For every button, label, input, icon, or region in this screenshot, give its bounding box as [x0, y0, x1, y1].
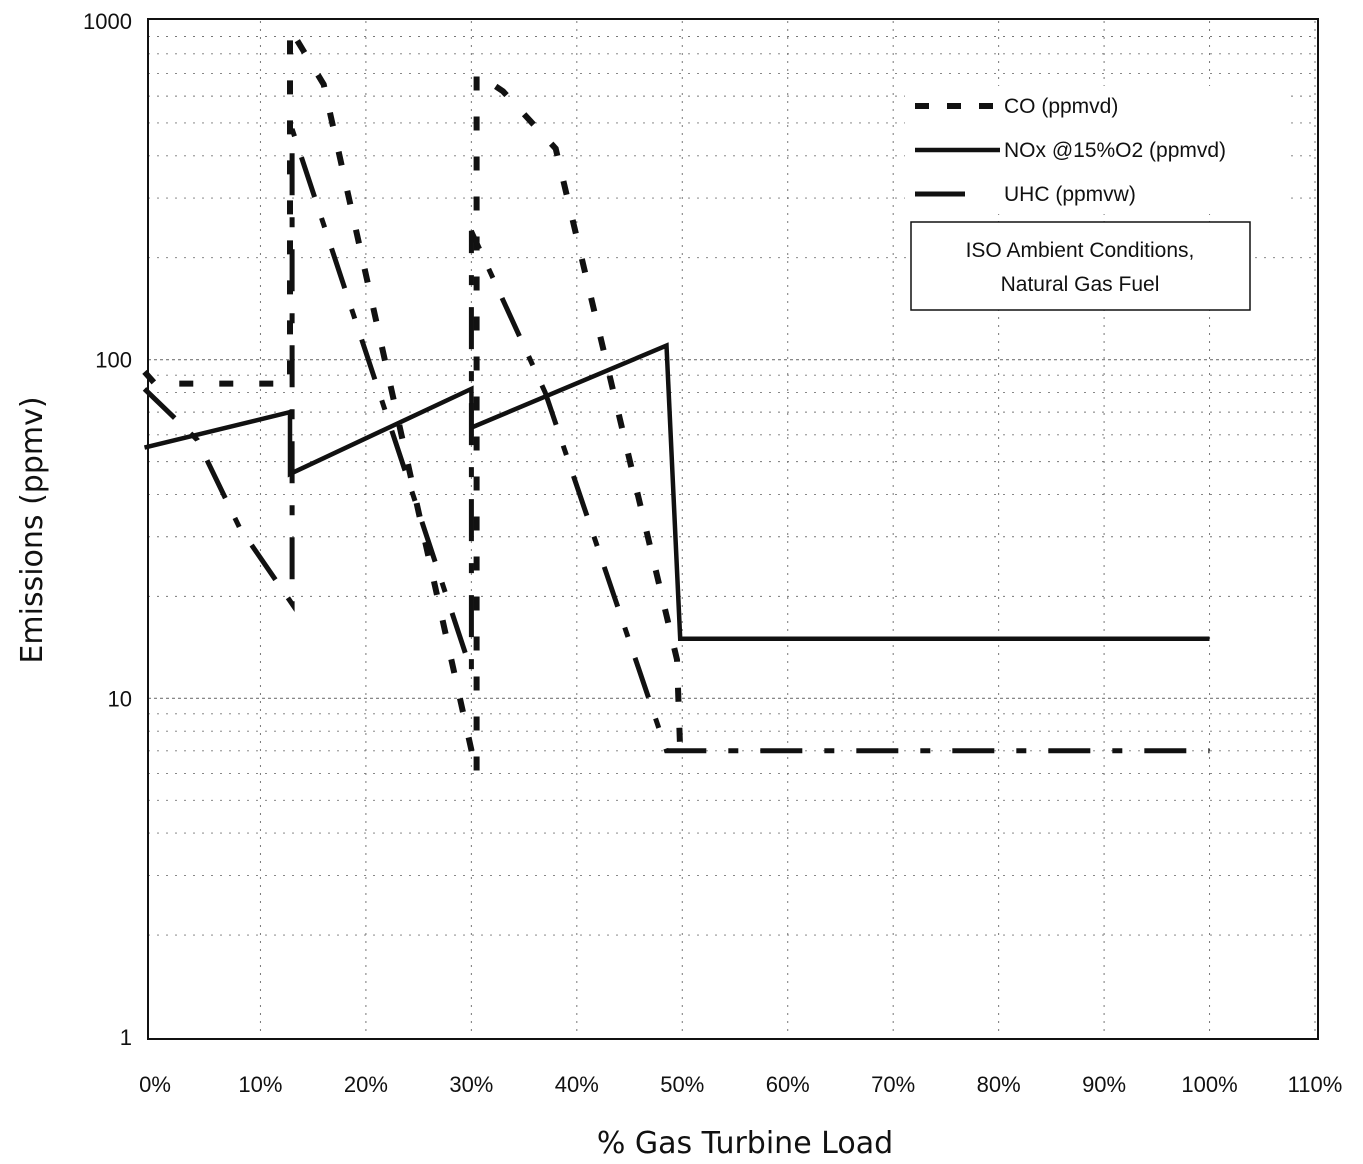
x-tick-label: 60%: [766, 1072, 810, 1097]
series-layer: [142, 17, 1210, 775]
y-tick-label: 1000: [83, 9, 132, 34]
y-tick-label: 1: [120, 1025, 132, 1050]
x-tick-label: 20%: [344, 1072, 388, 1097]
series-line-uhc: [142, 128, 1210, 754]
conditions-note-line-1: ISO Ambient Conditions,: [966, 239, 1195, 262]
x-tick-label: 90%: [1082, 1072, 1126, 1097]
conditions-note-line-2: Natural Gas Fuel: [1001, 273, 1160, 296]
y-axis-ticks: 1 10 100 1000: [83, 9, 132, 1050]
x-tick-label: 30%: [449, 1072, 493, 1097]
x-tick-label: 40%: [555, 1072, 599, 1097]
y-tick-label: 100: [95, 348, 132, 373]
legend-entry-label: UHC (ppmvw): [1004, 183, 1136, 206]
conditions-note-box: [910, 221, 1251, 311]
legend-entry-label: NOx @15%O2 (ppmvd): [1004, 139, 1226, 162]
x-tick-label: 50%: [660, 1072, 704, 1097]
series-line-co: [142, 17, 684, 775]
y-tick-label: 10: [108, 686, 132, 711]
series-line-nox: [143, 342, 1210, 641]
x-axis-ticks: 0% 10% 20% 30% 40% 50% 60% 70% 80% 90% 100% 110%: [139, 1072, 1342, 1097]
plot-area: [147, 18, 1319, 1040]
x-tick-label: 70%: [871, 1072, 915, 1097]
x-tick-label: 110%: [1288, 1072, 1343, 1097]
x-tick-label: 10%: [238, 1072, 282, 1097]
legend-entry-label: CO (ppmvd): [1004, 95, 1118, 118]
x-tick-label: 80%: [977, 1072, 1021, 1097]
x-axis-label: % Gas Turbine Load: [597, 1126, 893, 1161]
x-tick-label: 100%: [1181, 1072, 1237, 1097]
legend: CO (ppmvd) NOx @15%O2 (ppmvd) UHC (ppmvw): [905, 86, 1285, 214]
y-axis-label: Emissions (ppmv): [15, 396, 50, 663]
x-tick-label: 0%: [139, 1072, 171, 1097]
conditions-note: ISO Ambient Conditions, Natural Gas Fuel: [910, 221, 1251, 311]
